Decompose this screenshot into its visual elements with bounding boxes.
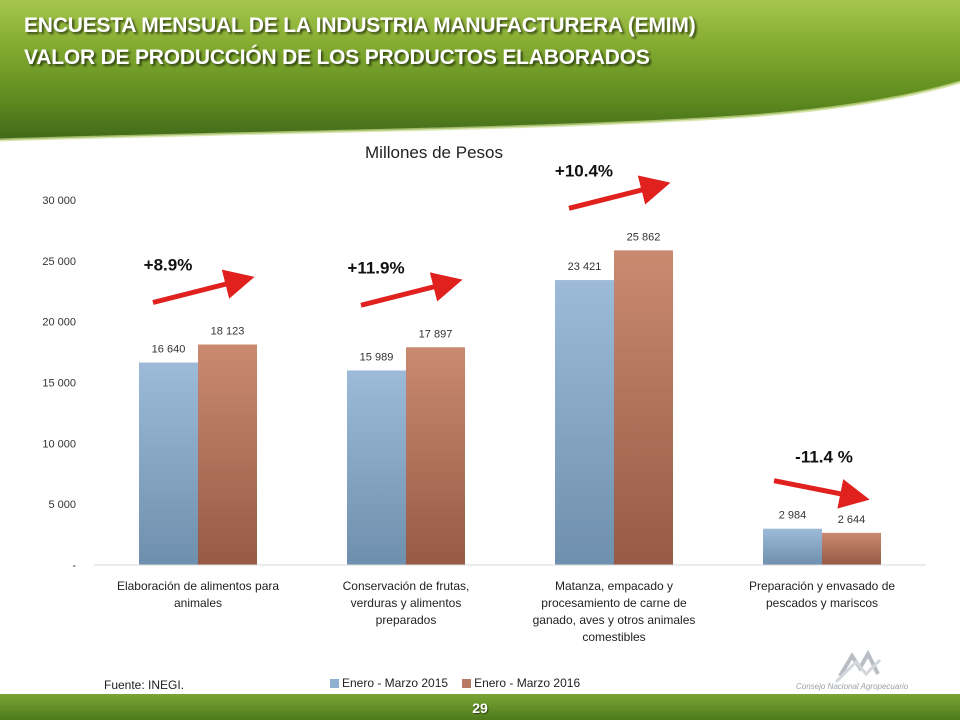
change-percent-label: +11.9% bbox=[347, 258, 404, 277]
bar-2015 bbox=[763, 528, 822, 565]
bar-data-label: 15 989 bbox=[360, 351, 394, 363]
y-axis: - 5 000 10 000 15 000 20 000 25 000 30 000 bbox=[42, 195, 76, 572]
legend-swatch-2015 bbox=[330, 678, 339, 688]
bar-data-label: 23 421 bbox=[568, 261, 602, 273]
annotations-group: +8.9% +11.9% +10.4% -11.4 % bbox=[144, 161, 870, 509]
x-category-label: ganado, aves y otros animales bbox=[533, 613, 696, 627]
bar-data-label: 17 897 bbox=[419, 328, 453, 340]
bar-2015 bbox=[555, 280, 614, 565]
bar-data-label: 16 640 bbox=[152, 344, 186, 356]
x-category-label: comestibles bbox=[582, 630, 645, 644]
bar-data-label: 25 862 bbox=[627, 231, 661, 243]
y-tick-label: 30 000 bbox=[42, 195, 76, 207]
logo-text: Consejo Nacional Agropecuario bbox=[796, 682, 909, 691]
page-number: 29 bbox=[472, 700, 488, 716]
chart-title: Millones de Pesos bbox=[365, 143, 503, 162]
header-banner: ENCUESTA MENSUAL DE LA INDUSTRIA MANUFAC… bbox=[0, 0, 960, 170]
header-swoosh-decoration bbox=[0, 80, 960, 170]
bar-2016 bbox=[406, 347, 465, 565]
legend-label-2016: Enero - Marzo 2016 bbox=[474, 676, 581, 690]
cna-logo bbox=[834, 649, 882, 684]
x-category-label: pescados y mariscos bbox=[766, 596, 878, 610]
change-percent-label: -11.4 % bbox=[795, 448, 853, 467]
legend-item-2015: Enero - Marzo 2015 bbox=[330, 676, 448, 690]
x-category-label: animales bbox=[174, 596, 222, 610]
y-tick-label: - bbox=[72, 560, 76, 572]
bar-data-label: 18 123 bbox=[211, 326, 245, 338]
bar-2015 bbox=[347, 370, 406, 565]
y-tick-label: 10 000 bbox=[42, 438, 76, 450]
y-tick-label: 15 000 bbox=[42, 378, 76, 390]
bar-data-label: 2 984 bbox=[779, 510, 807, 522]
y-tick-label: 5 000 bbox=[48, 499, 76, 511]
x-category-label: Conservación de frutas, bbox=[343, 579, 470, 593]
bar-chart: Millones de Pesos - 5 000 10 000 15 000 20 0… bbox=[42, 143, 926, 644]
change-arrow bbox=[360, 272, 463, 308]
legend-swatch-2016 bbox=[462, 678, 472, 688]
x-category-label: procesamiento de carne de bbox=[541, 596, 687, 610]
change-arrow bbox=[568, 175, 671, 211]
x-category-label: Elaboración de alimentos para bbox=[117, 579, 279, 593]
x-category-label: preparados bbox=[376, 613, 437, 627]
source-note: Fuente: INEGI. bbox=[104, 678, 185, 692]
x-category-label: Preparación y envasado de bbox=[749, 579, 895, 593]
title-line-1: ENCUESTA MENSUAL DE LA INDUSTRIA MANUFAC… bbox=[24, 14, 696, 37]
change-percent-label: +10.4% bbox=[555, 161, 613, 180]
bar-2015 bbox=[139, 362, 198, 565]
legend-item-2016: Enero - Marzo 2016 bbox=[462, 676, 580, 690]
change-arrow bbox=[773, 478, 870, 509]
y-tick-label: 20 000 bbox=[42, 317, 76, 329]
x-category-label: Matanza, empacado y bbox=[555, 579, 673, 593]
bar-2016 bbox=[198, 344, 257, 565]
x-axis-labels: Elaboración de alimentos para animales Con… bbox=[117, 579, 895, 644]
bar-2016 bbox=[614, 250, 673, 565]
change-arrow bbox=[152, 269, 255, 305]
bars-group: 16 640 18 123 15 989 17 897 23 421 25 862 2 98… bbox=[94, 231, 926, 566]
x-category-label: verduras y alimentos bbox=[351, 596, 462, 610]
change-percent-label: +8.9% bbox=[144, 256, 193, 275]
legend-label-2015: Enero - Marzo 2015 bbox=[342, 676, 449, 690]
title-line-2: VALOR DE PRODUCCIÓN DE LOS PRODUCTOS ELA… bbox=[24, 46, 650, 69]
y-tick-label: 25 000 bbox=[42, 256, 76, 268]
footer-bar bbox=[0, 694, 960, 720]
chart-legend: Enero - Marzo 2015 Enero - Marzo 2016 bbox=[330, 676, 590, 690]
bar-data-label: 2 644 bbox=[838, 514, 866, 526]
bar-2016 bbox=[822, 532, 881, 565]
